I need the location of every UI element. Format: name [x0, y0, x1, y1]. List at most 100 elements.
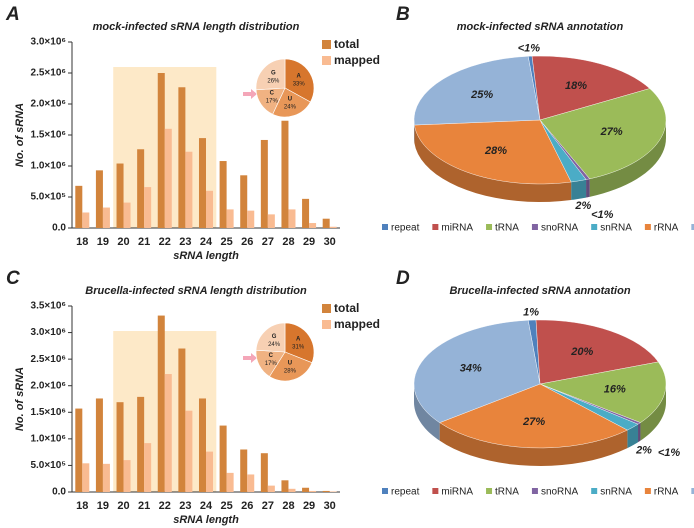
inset-category: C	[270, 91, 275, 97]
slice	[413, 56, 541, 126]
bar	[309, 490, 317, 492]
bar	[102, 463, 110, 492]
chart-title: mock-infected sRNA length distribution	[93, 21, 300, 33]
legend-label: tRNA	[495, 487, 519, 498]
slice	[535, 319, 659, 385]
y-tick-label: 1.5×10⁶	[31, 407, 66, 418]
y-tick-label: 3.5×10⁶	[31, 301, 66, 312]
y-tick-label: 1.5×10⁶	[31, 130, 66, 141]
legend-swatch	[644, 488, 651, 494]
bar	[226, 209, 234, 228]
value-label: 16%	[604, 384, 626, 396]
panel-letter: D	[396, 268, 410, 289]
x-tick-label: 20	[117, 236, 129, 248]
legend-swatch	[322, 56, 331, 65]
legend-label: total	[334, 37, 359, 51]
slice	[413, 320, 541, 423]
legend-label: tRNA	[495, 223, 519, 234]
x-axis-label: sRNA length	[173, 250, 239, 262]
inset-value-label: 17%	[266, 99, 279, 105]
legend-label: snoRNA	[541, 487, 579, 498]
value-label: <1%	[591, 209, 614, 221]
x-tick-label: 26	[241, 500, 253, 512]
x-tick-label: 18	[76, 500, 88, 512]
x-tick-label: 24	[200, 236, 213, 248]
inset-slice	[269, 351, 313, 382]
bar	[281, 480, 289, 492]
x-tick-label: 21	[138, 500, 150, 512]
legend-label: mapped	[334, 53, 380, 67]
chart-title: Brucella-infected sRNA length distributi…	[85, 285, 307, 297]
legend-swatch	[322, 40, 331, 49]
x-tick-label: 23	[179, 236, 191, 248]
bar	[206, 451, 214, 492]
value-label: 27%	[600, 126, 623, 138]
x-tick-label: 19	[97, 500, 109, 512]
bar	[260, 453, 268, 492]
slice	[531, 55, 651, 121]
value-label: 1%	[523, 306, 539, 318]
legend-swatch	[591, 224, 598, 230]
y-tick-label: 2.0×10⁶	[31, 99, 66, 110]
y-tick-label: 3.0×10⁶	[31, 327, 66, 338]
bar	[219, 425, 227, 492]
bar	[247, 474, 255, 492]
bar	[116, 402, 124, 492]
bar	[198, 138, 206, 228]
inset-slice	[272, 87, 311, 118]
bar	[144, 443, 152, 492]
x-tick-label: 25	[220, 500, 232, 512]
panel-letter: A	[5, 4, 20, 25]
value-label: 20%	[570, 346, 593, 358]
x-tick-label: 18	[76, 236, 88, 248]
legend-label: miRNA	[441, 487, 473, 498]
bar	[75, 185, 83, 228]
x-tick-label: 25	[220, 236, 232, 248]
slice-side	[571, 179, 587, 201]
value-label: 2%	[574, 200, 591, 212]
bar	[247, 210, 255, 228]
bar	[309, 223, 317, 228]
inset-arrow	[243, 89, 257, 99]
x-tick-label: 19	[97, 236, 109, 248]
slice-side	[627, 424, 639, 449]
bar	[288, 209, 296, 228]
bar	[82, 463, 90, 492]
y-tick-label: 5.0×10⁵	[30, 460, 66, 471]
legend-swatch	[591, 488, 598, 494]
value-label: <1%	[518, 42, 541, 54]
bar	[281, 120, 289, 228]
bar	[123, 460, 131, 492]
inset-slice	[284, 58, 315, 103]
inset-slice	[255, 58, 286, 91]
x-tick-label: 27	[262, 500, 274, 512]
chart-title: mock-infected sRNA annotation	[457, 21, 624, 33]
bar	[157, 315, 165, 492]
x-tick-label: 23	[179, 500, 191, 512]
value-label: 34%	[460, 362, 482, 374]
bar	[219, 161, 227, 228]
value-label: 25%	[470, 89, 493, 101]
x-tick-label: 20	[117, 500, 129, 512]
bar	[95, 170, 103, 228]
slice	[414, 119, 572, 185]
legend-label: rRNA	[654, 223, 679, 234]
bar	[123, 202, 131, 228]
bar	[240, 449, 248, 492]
x-tick-label: 28	[282, 500, 294, 512]
bar	[302, 198, 310, 228]
bar	[82, 212, 90, 228]
bar	[178, 348, 186, 492]
panel-letter: C	[6, 268, 20, 289]
bar	[185, 151, 193, 228]
legend-swatch	[382, 488, 388, 494]
y-tick-label: 2.0×10⁶	[31, 380, 66, 391]
slice-side	[439, 422, 628, 466]
y-tick-label: 2.5×10⁶	[31, 354, 66, 365]
bar	[260, 139, 268, 228]
value-label: 28%	[484, 145, 507, 157]
x-tick-label: 24	[200, 500, 213, 512]
legend-label: snoRNA	[541, 223, 579, 234]
x-tick-label: 27	[262, 236, 274, 248]
inset-category: G	[272, 334, 277, 340]
